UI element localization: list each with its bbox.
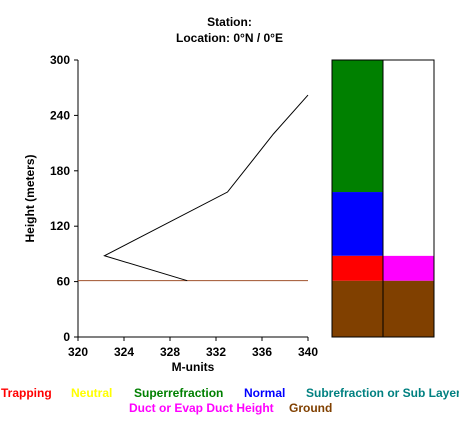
legend-neutral: Neutral: [71, 386, 113, 400]
station-title: Station:: [207, 15, 252, 29]
legend-superrefraction: Superrefraction: [134, 386, 224, 400]
profile-segment-left-3: [332, 60, 383, 193]
legend-normal: Normal: [244, 386, 286, 400]
y-tick-label: 60: [57, 275, 71, 289]
legend-ground: Ground: [289, 401, 333, 415]
x-tick-label: 328: [160, 345, 180, 359]
location-title: Location: 0°N / 0°E: [176, 31, 283, 45]
profile-segment-right-2: [383, 60, 434, 256]
legend-duct: Duct or Evap Duct Height: [129, 401, 274, 415]
legend-trapping: Trapping: [1, 386, 52, 400]
y-axis-label: Height (meters): [23, 154, 37, 242]
x-tick-label: 324: [114, 345, 134, 359]
y-tick-label: 180: [50, 164, 70, 178]
profile-segment-right-0: [383, 280, 434, 337]
profile-segment-right-1: [383, 255, 434, 281]
x-tick-label: 320: [68, 345, 88, 359]
y-tick-label: 240: [50, 108, 70, 122]
profile-segment-left-2: [332, 192, 383, 256]
y-tick-label: 300: [50, 53, 70, 67]
profile-segment-left-0: [332, 280, 383, 337]
x-tick-label: 336: [252, 345, 272, 359]
x-axis-label: M-units: [172, 360, 215, 374]
legend-subrefraction: Subrefraction or Sub Layer: [306, 386, 459, 400]
y-tick-label: 120: [50, 219, 70, 233]
series-line-0: [103, 94, 309, 282]
x-tick-label: 332: [206, 345, 226, 359]
profile-segment-left-1: [332, 255, 383, 281]
x-tick-label: 340: [298, 345, 318, 359]
y-tick-label: 0: [63, 330, 70, 344]
